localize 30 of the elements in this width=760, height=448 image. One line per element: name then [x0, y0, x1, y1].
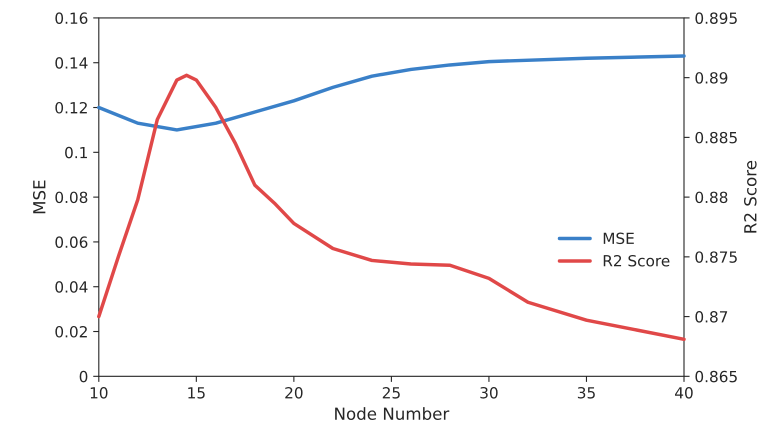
y-tick-label: 0.06 — [55, 236, 88, 248]
y2-tick-label: 0.885 — [695, 132, 737, 144]
x-tick-label: 25 — [382, 387, 400, 399]
legend-label: R2 Score — [604, 254, 670, 267]
y2-axis-title: R2 Score — [744, 160, 757, 233]
y-tick-label: 0.12 — [55, 102, 87, 114]
x-axis-title: Node Number — [335, 407, 450, 420]
line-series — [97, 74, 686, 342]
y2-tick-label: 0.875 — [695, 251, 737, 263]
y-tick-label: 0.14 — [55, 57, 88, 69]
y-tick-label: 0.04 — [55, 281, 88, 293]
y2-tick-label: 0.88 — [695, 192, 728, 204]
y2-tick-label: 0.89 — [695, 72, 728, 84]
y-tick-label: 0.02 — [55, 326, 87, 338]
y2-tick-label: 0.865 — [695, 370, 737, 382]
y2-tick-label: 0.895 — [695, 12, 737, 24]
x-tick-label: 15 — [188, 387, 205, 399]
y-axis-title: MSE — [32, 180, 46, 214]
x-tick-label: 35 — [578, 387, 595, 399]
x-tick-label: 20 — [285, 387, 303, 399]
y2-tick-label: 0.87 — [695, 311, 728, 323]
y-tick-label: 0 — [80, 370, 88, 382]
x-tick-label: 30 — [480, 387, 498, 399]
line-series — [97, 54, 686, 132]
x-tick-label: 40 — [675, 387, 693, 399]
y-tick-label: 0.16 — [55, 12, 88, 24]
legend-label: MSE — [604, 232, 634, 244]
y-tick-label: 0.08 — [55, 192, 88, 204]
x-tick-label: 10 — [90, 387, 108, 399]
y-tick-label: 0.1 — [65, 146, 87, 158]
